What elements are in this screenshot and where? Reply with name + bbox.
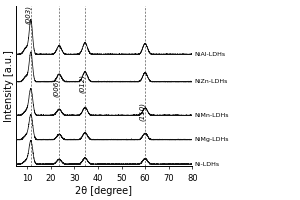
Text: NiMn-LDHs: NiMn-LDHs xyxy=(195,113,229,118)
Text: (110): (110) xyxy=(139,102,146,121)
Text: NiMg-LDHs: NiMg-LDHs xyxy=(195,137,229,142)
X-axis label: 2θ [degree]: 2θ [degree] xyxy=(75,186,132,196)
Text: (012): (012) xyxy=(79,74,86,93)
Y-axis label: Intensity [a.u.]: Intensity [a.u.] xyxy=(4,50,14,122)
Text: (003): (003) xyxy=(25,5,31,24)
Text: NiZn-LDHs: NiZn-LDHs xyxy=(195,79,228,84)
Text: Ni-LDHs: Ni-LDHs xyxy=(195,162,220,167)
Text: NiAl-LDHs: NiAl-LDHs xyxy=(195,52,226,57)
Text: (006): (006) xyxy=(53,78,60,97)
